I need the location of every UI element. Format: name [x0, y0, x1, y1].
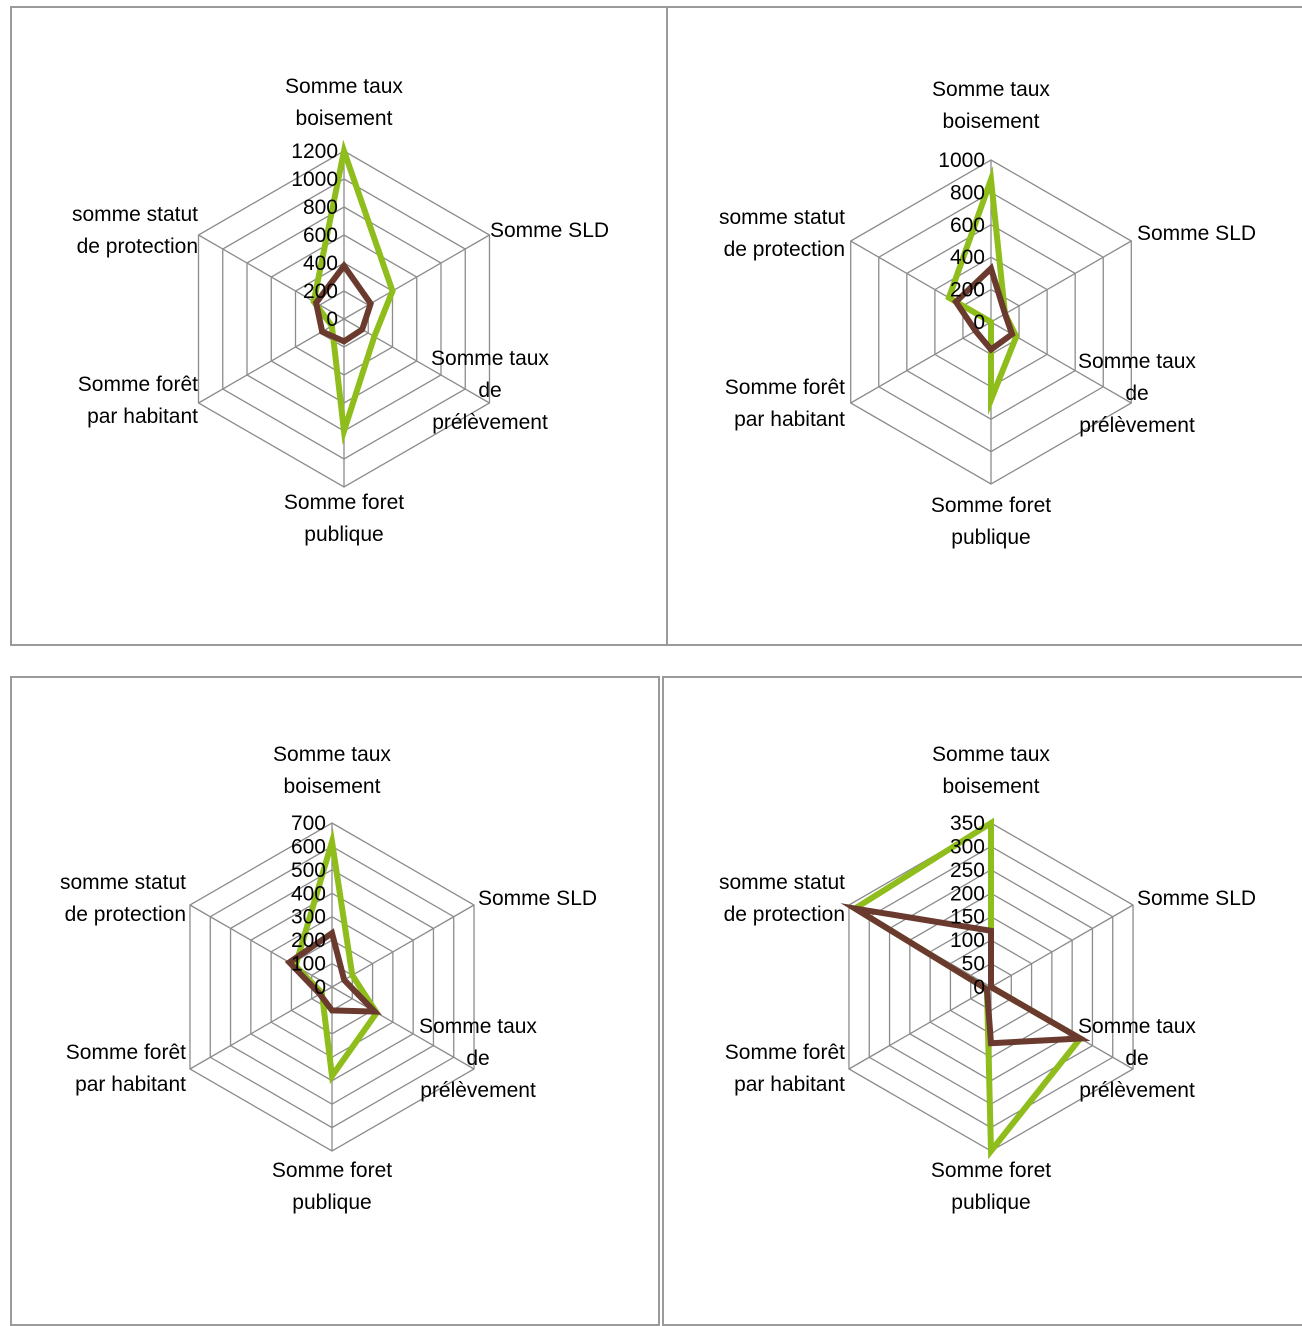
tick-label: 400 [291, 882, 326, 905]
tick-label: 800 [303, 196, 338, 219]
tick-label: 600 [291, 835, 326, 858]
tick-label: 100 [950, 929, 985, 952]
axis-label: Somme forêt par habitant [724, 376, 845, 431]
axis-label: Somme SLD [478, 887, 598, 910]
radar-chart-panel-3: 0 100 200 300 400 500 600 700 Somme taux boiseme… [10, 676, 660, 1326]
tick-label: 600 [303, 224, 338, 247]
axis-label: Somme SLD [490, 219, 610, 242]
tick-label: 100 [291, 953, 326, 976]
tick-label: 1200 [291, 140, 338, 163]
tick-label: 350 [950, 812, 985, 835]
tick-label: 500 [291, 859, 326, 882]
tick-label: 250 [950, 859, 985, 882]
axis-label: Somme taux de prélèvement [1078, 350, 1196, 437]
axis-spoke [990, 240, 1132, 323]
axis-spoke [189, 986, 333, 1070]
axis-label: somme statut de protection [59, 871, 186, 926]
tick-label: 150 [950, 906, 985, 929]
tick-label: 0 [973, 976, 985, 999]
axis-label: Somme taux de prélèvement [1078, 1015, 1196, 1102]
axis-label: somme statut de protection [718, 871, 845, 926]
radar-chart-panel-2: 0 200 400 600 800 1000 Somme taux boisement Som… [666, 6, 1302, 646]
axis-label: Somme forêt par habitant [65, 1041, 186, 1096]
tick-label: 200 [291, 929, 326, 952]
axis-label: Somme taux de prélèvement [419, 1015, 537, 1102]
axis-spoke [990, 904, 1134, 988]
tick-label: 700 [291, 812, 326, 835]
radar-chart-panel-4: 0 50 100 150 200 250 300 350 Somme taux boisemen… [662, 676, 1302, 1326]
tick-label: 50 [962, 953, 985, 976]
tick-label: 800 [950, 181, 985, 204]
axis-label: somme statut de protection [71, 203, 198, 258]
tick-label: 400 [950, 246, 985, 269]
tick-label: 200 [950, 882, 985, 905]
axis-spoke [331, 904, 475, 988]
series-line-2 [284, 928, 382, 1015]
axis-label: Somme SLD [1137, 222, 1257, 245]
tick-label: 200 [303, 280, 338, 303]
axis-label: somme statut de protection [718, 206, 845, 261]
tick-label: 300 [291, 906, 326, 929]
axis-label: Somme forêt par habitant [724, 1041, 845, 1096]
series-line-2 [312, 260, 374, 345]
axis-label: Somme taux boisement [932, 743, 1050, 798]
axis-spoke [848, 986, 992, 1070]
axis-label: Somme foret publique [283, 491, 405, 546]
tick-label: 0 [326, 308, 338, 331]
axis-spoke [331, 986, 475, 1070]
axis-label: Somme forêt par habitant [77, 373, 198, 428]
axis-label: Somme taux de prélèvement [431, 347, 549, 434]
axis-spoke [343, 318, 490, 404]
tick-label: 200 [950, 279, 985, 302]
tick-label: 0 [314, 976, 326, 999]
axis-label: Somme taux boisement [932, 78, 1050, 133]
axis-label: Somme taux boisement [285, 75, 403, 130]
tick-label: 600 [950, 214, 985, 237]
axis-label: Somme foret publique [930, 1159, 1052, 1214]
tick-label: 1000 [938, 149, 985, 172]
radar-chart-panel-1: 0 200 400 600 800 1000 1200 Somme taux boisemen… [10, 6, 668, 646]
axis-label: Somme foret publique [930, 494, 1052, 549]
series-line-2 [952, 263, 1016, 354]
tick-label: 400 [303, 252, 338, 275]
axis-label: Somme SLD [1137, 887, 1257, 910]
radar-svg: 0 200 400 600 800 1000 [850, 149, 1132, 485]
axis-label: Somme foret publique [271, 1159, 393, 1214]
axis-spoke [189, 904, 333, 988]
tick-label: 300 [950, 835, 985, 858]
axis-spoke [850, 321, 992, 404]
radar-svg: 0 200 400 600 800 1000 1200 [197, 139, 491, 488]
axis-label: Somme taux boisement [273, 743, 391, 798]
tick-label: 0 [973, 311, 985, 334]
tick-label: 1000 [291, 168, 338, 191]
series-line-2 [840, 903, 1091, 1047]
